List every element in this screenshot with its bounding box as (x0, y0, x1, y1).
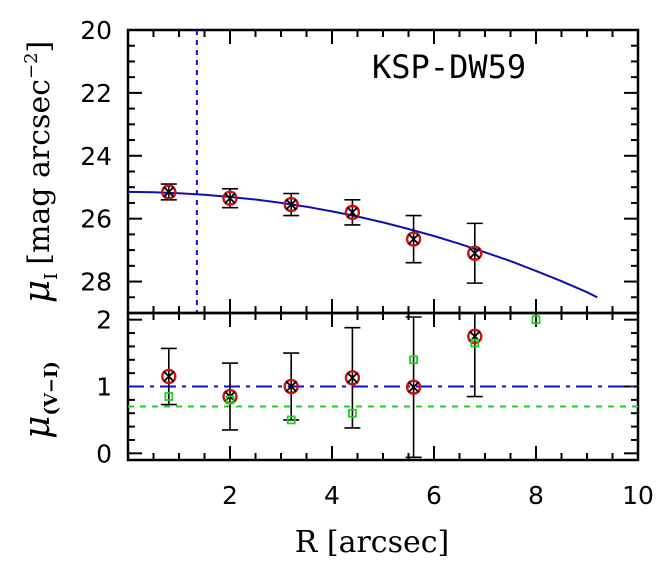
color-point (283, 378, 299, 395)
color-point-cross (346, 372, 359, 384)
model-curve (127, 190, 598, 299)
green-square-point (347, 408, 357, 418)
y-axis-label-top: μI [mag arcsec−2] (17, 41, 62, 304)
sb-point (467, 245, 483, 261)
color-point-cross (285, 380, 297, 393)
y-tick-label: 1 (96, 373, 112, 402)
sb-point (222, 190, 238, 206)
y-axis-label-top-symbol: μ (17, 280, 58, 303)
sb-point (344, 204, 361, 221)
sb-point-cross (285, 198, 297, 211)
green-square-point (225, 395, 235, 405)
chart-annotation: KSP-DW59 (372, 48, 526, 86)
y-tick-label: 0 (96, 439, 112, 468)
y-axis-label-top-main: [mag arcsec (22, 79, 57, 265)
sb-point (283, 196, 299, 213)
y-tick-label: 2 (96, 306, 112, 335)
color-point (344, 370, 361, 386)
color-point (161, 368, 177, 385)
sb-point (405, 231, 422, 247)
x-tick-label: 2 (222, 481, 238, 510)
green-square-point (164, 392, 174, 401)
y-axis-label-bottom: μ(V−I) (17, 361, 62, 439)
y-tick-label: 26 (80, 205, 112, 234)
x-tick-label: 6 (426, 481, 442, 510)
green-square-point (531, 315, 541, 325)
bottom-panel: 0 1 2 2 4 6 8 10 (96, 306, 654, 510)
green-square-point (409, 355, 419, 365)
axis-labels: KSP-DW59 R [arcsec] μI[mag arcsec−2] μ(V… (17, 41, 526, 560)
y-tick-label: 24 (80, 142, 112, 171)
y-axis-label-bottom-symbol: μ (17, 416, 58, 439)
y-axis-label-top-close: ] (22, 41, 57, 53)
sb-point-cross (224, 192, 236, 204)
green-square-point (470, 338, 480, 348)
sb-point-cross (407, 233, 420, 245)
color-point-cross (163, 370, 175, 383)
top-panel: 20 22 24 26 28 (80, 16, 640, 315)
x-tick-label: 4 (324, 481, 340, 510)
color-point-cross (407, 381, 420, 393)
color-point (405, 379, 422, 395)
x-tick-label: 8 (528, 481, 544, 510)
x-axis-label: R [arcsec] (295, 525, 450, 560)
green-square-point (286, 415, 296, 425)
y-tick-label: 20 (80, 16, 112, 45)
sb-point-cross (346, 206, 359, 219)
y-tick-label: 28 (80, 268, 112, 297)
sb-point-cross (163, 186, 175, 198)
y-axis-label-bottom-sub: (V−I) (41, 361, 62, 416)
y-axis-label-top-sub: I (41, 273, 62, 280)
color-point (467, 328, 483, 345)
sb-point-cross (469, 247, 481, 259)
sb-point (161, 184, 177, 200)
x-tick-label: 10 (622, 481, 654, 510)
y-axis-label-top-sup: −2 (21, 52, 42, 79)
y-tick-label: 22 (80, 79, 112, 108)
